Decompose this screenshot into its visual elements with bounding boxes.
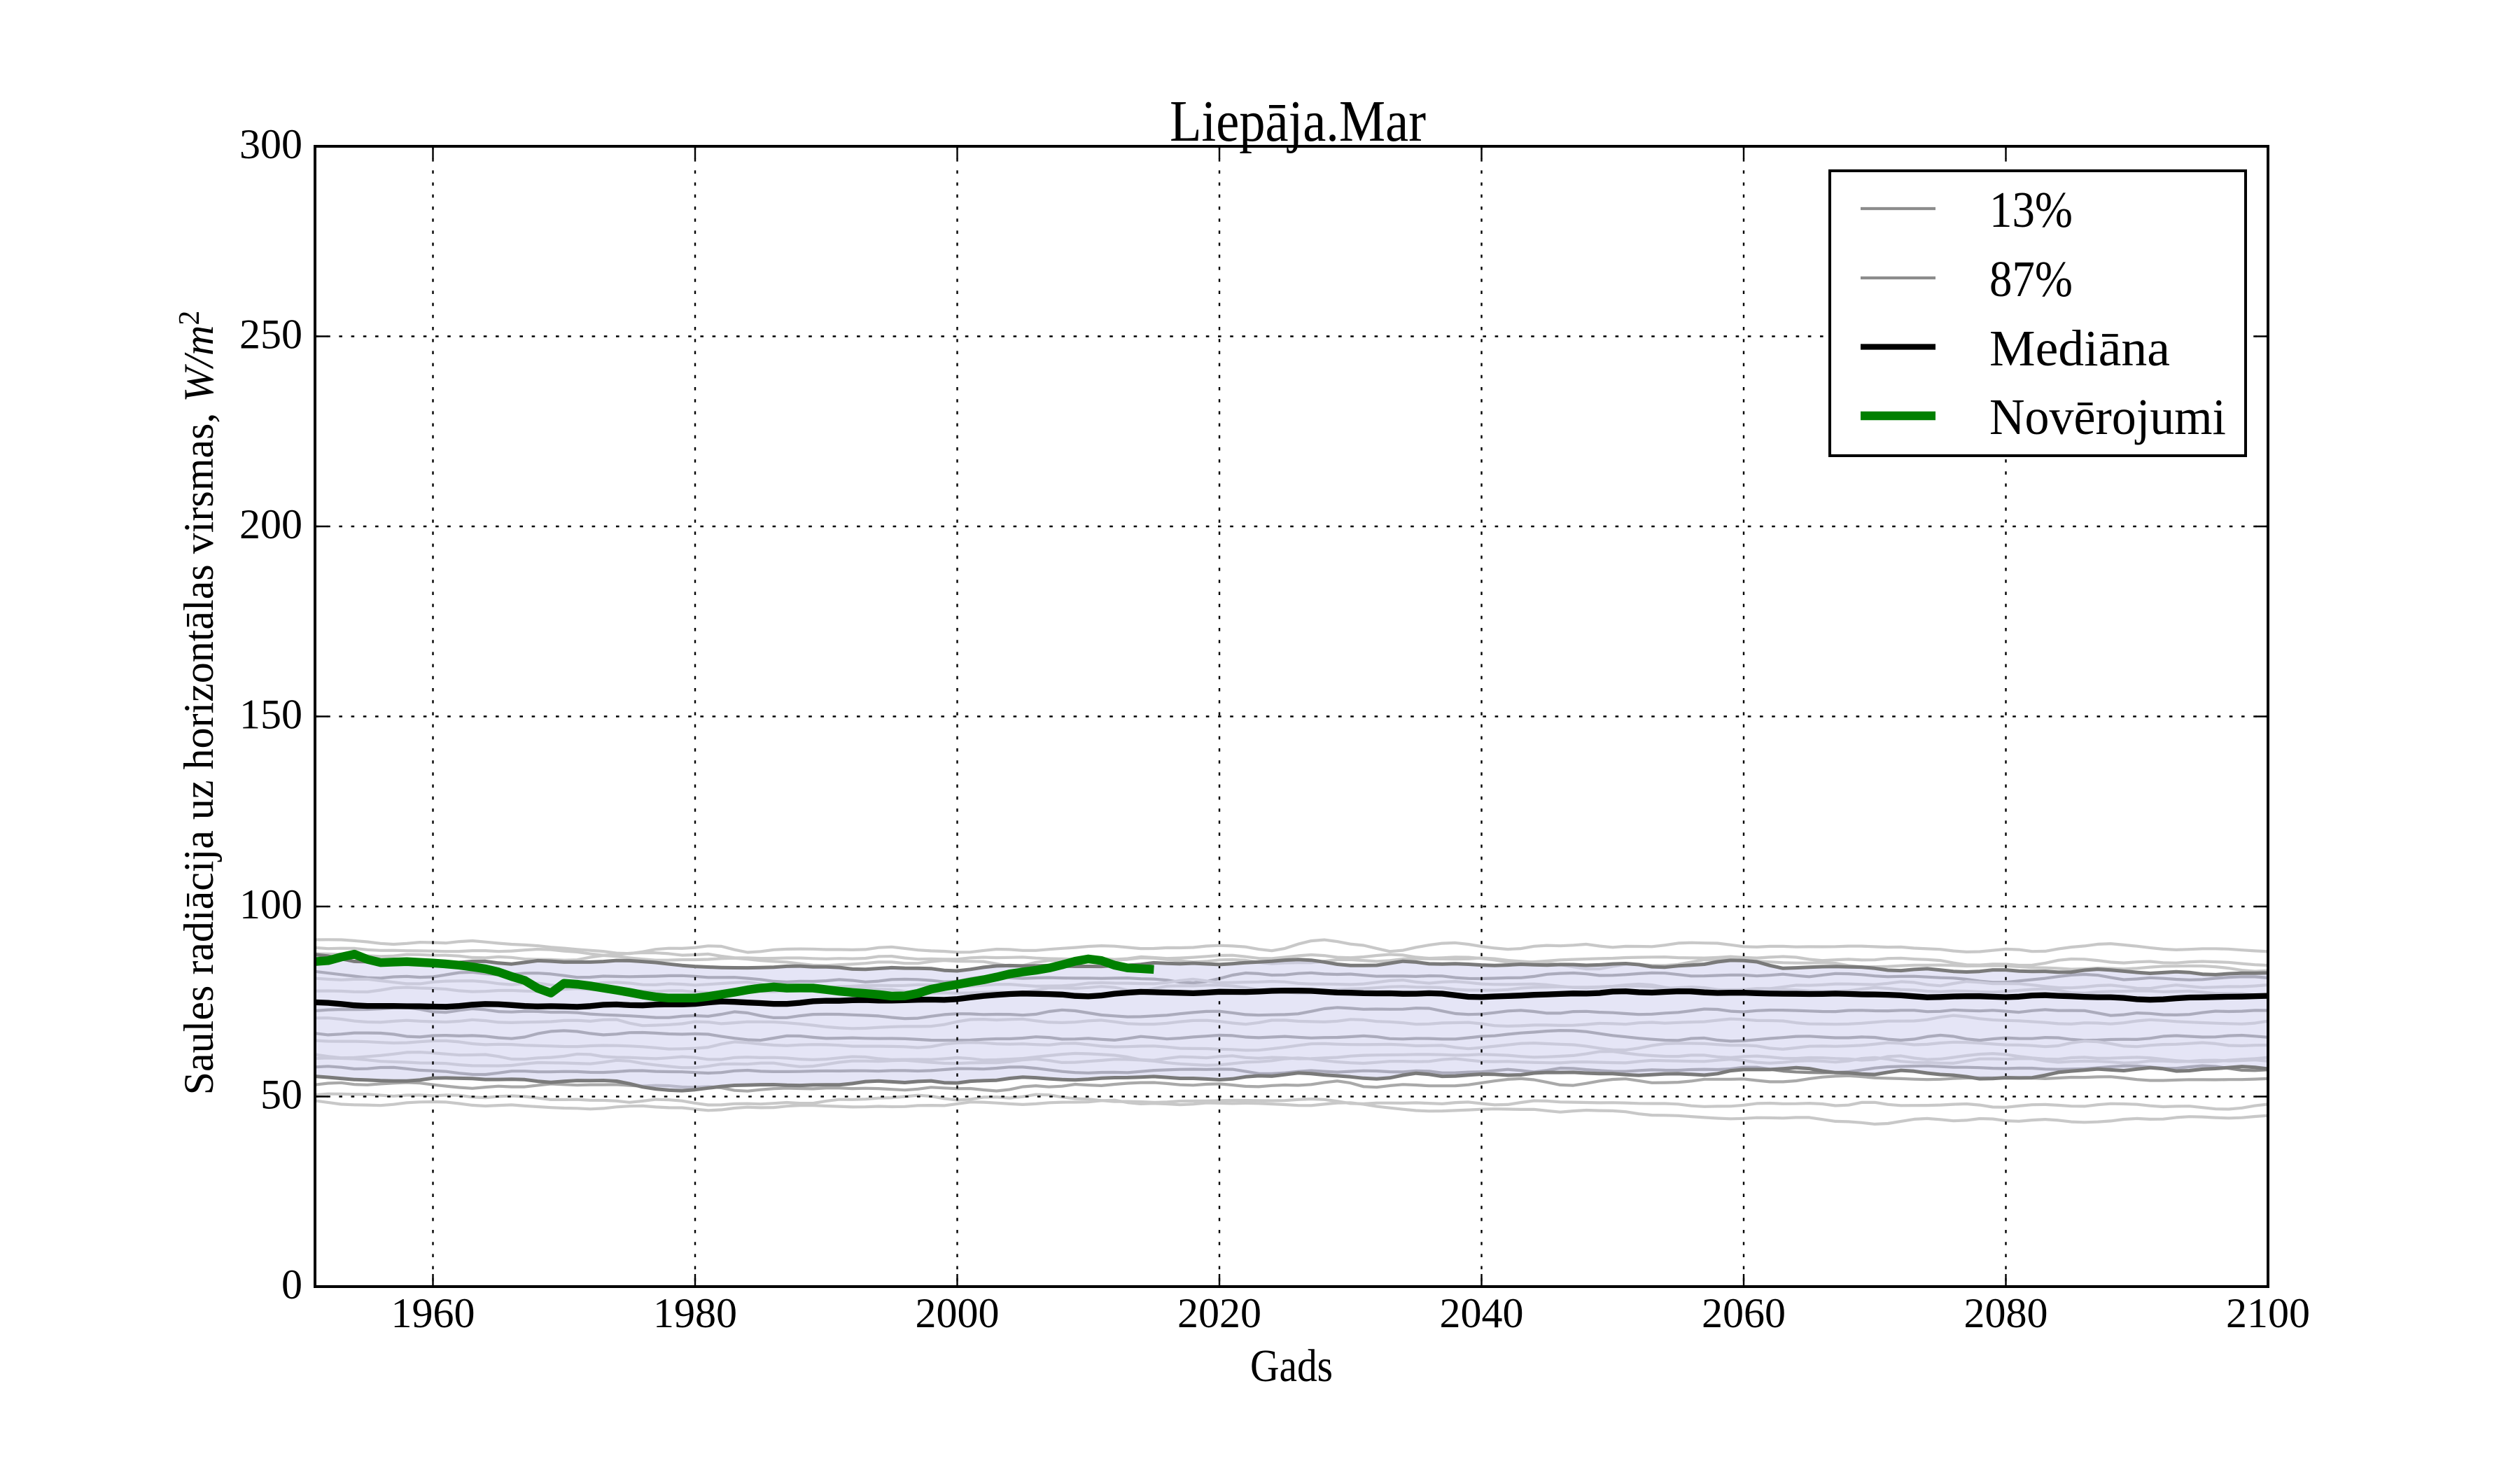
svg-text:1980: 1980: [653, 1290, 737, 1336]
svg-text:0: 0: [281, 1261, 302, 1308]
svg-text:50: 50: [260, 1072, 302, 1118]
svg-text:Gads: Gads: [1250, 1340, 1333, 1392]
svg-text:300: 300: [239, 121, 302, 167]
svg-text:2080: 2080: [1964, 1290, 2048, 1336]
svg-text:2060: 2060: [1702, 1290, 1786, 1336]
svg-text:200: 200: [239, 501, 302, 547]
svg-text:2040: 2040: [1440, 1290, 1524, 1336]
svg-text:2020: 2020: [1177, 1290, 1261, 1336]
svg-text:13%: 13%: [1989, 181, 2073, 238]
svg-text:87%: 87%: [1989, 251, 2073, 307]
svg-text:100: 100: [239, 881, 302, 927]
svg-text:1960: 1960: [391, 1290, 475, 1336]
svg-text:150: 150: [239, 692, 302, 738]
svg-text:2100: 2100: [2226, 1290, 2310, 1336]
svg-text:Novērojumi: Novērojumi: [1989, 388, 2226, 445]
svg-text:Liepāja.Mar: Liepāja.Mar: [1170, 89, 1426, 154]
svg-text:Saules radiācija uz horizontāl: Saules radiācija uz horizontālas virsmas…: [174, 311, 222, 1096]
svg-text:2000: 2000: [916, 1290, 1000, 1336]
svg-text:Mediāna: Mediāna: [1989, 320, 2170, 377]
svg-text:250: 250: [239, 312, 302, 358]
